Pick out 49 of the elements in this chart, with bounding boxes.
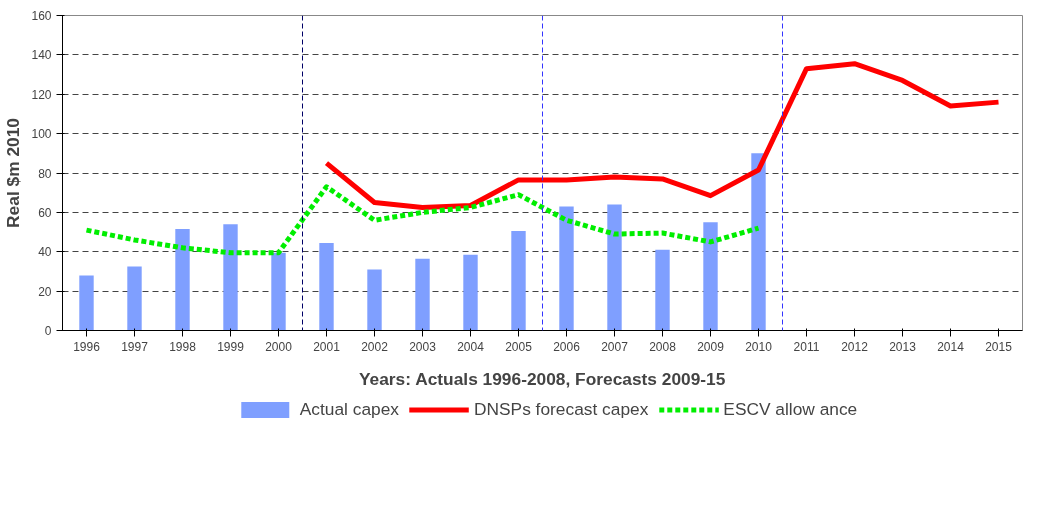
bar [607, 204, 622, 331]
y-axis-title: Real $m 2010 [3, 118, 24, 228]
x-axis-title: Years: Actuals 1996-2008, Forecasts 2009-15 [358, 368, 726, 389]
bar [655, 249, 670, 331]
bar [751, 153, 766, 331]
x-tick-label: 2002 [361, 339, 389, 354]
x-tick-label: 2009 [697, 339, 725, 354]
x-tick-label: 2001 [313, 339, 341, 354]
y-tick-label: 140 [31, 48, 52, 63]
bar [559, 206, 574, 331]
x-tick-label: 2012 [841, 339, 869, 354]
bar [463, 254, 478, 331]
legend-label: Actual capex [299, 398, 399, 420]
y-tick-label: 120 [31, 87, 52, 102]
x-tick-label: 2007 [601, 339, 629, 354]
bar [415, 258, 430, 331]
legend-label: ESCV allow ance [723, 398, 858, 420]
x-tick-label: 1996 [73, 339, 101, 354]
x-tick-label: 2005 [505, 339, 533, 354]
x-tick-label: 1998 [169, 339, 197, 354]
bar [223, 224, 238, 331]
x-tick-label: 2004 [457, 339, 485, 354]
x-tick-label: 1997 [121, 339, 149, 354]
y-tick-label: 160 [31, 9, 52, 23]
y-tick-label: 0 [44, 324, 52, 338]
bar [79, 275, 94, 331]
x-tick-label: 2014 [937, 339, 965, 354]
x-tick-label: 2006 [553, 339, 581, 354]
y-tick-label: 40 [38, 245, 52, 260]
y-tick-label: 60 [38, 205, 52, 220]
bar [319, 242, 334, 331]
y-tick-label: 20 [38, 284, 52, 299]
x-tick-label: 2015 [985, 339, 1013, 354]
x-tick-label: 2011 [793, 339, 820, 354]
x-tick-label: 2000 [265, 339, 293, 354]
x-tick-label: 1999 [217, 339, 245, 354]
y-tick-label: 80 [38, 166, 52, 181]
x-tick-label: 2003 [409, 339, 437, 354]
bar [367, 269, 382, 331]
y-tick-label: 100 [31, 127, 52, 142]
bar [703, 222, 718, 331]
bar [127, 266, 142, 331]
bar [511, 231, 526, 331]
x-tick-label: 2013 [889, 339, 917, 354]
x-tick-label: 2008 [649, 339, 677, 354]
x-tick-label: 2010 [745, 339, 773, 354]
bar [175, 229, 190, 331]
legend-label: DNSPs forecast capex [474, 398, 649, 420]
bar [271, 252, 286, 331]
